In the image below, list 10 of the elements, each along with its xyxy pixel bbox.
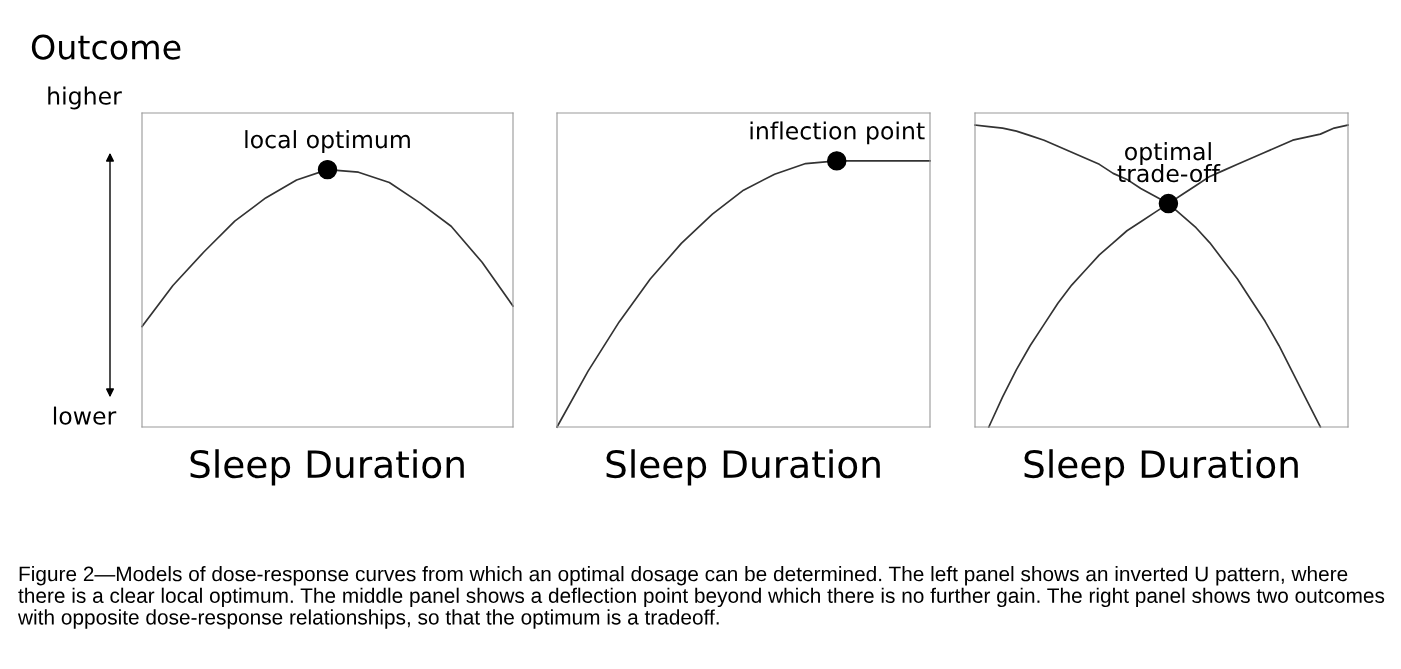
x-axis-title: Sleep Duration — [190, 449, 464, 486]
annotation: inflection point — [750, 121, 925, 145]
x-axis-title: Sleep Duration — [1024, 449, 1298, 486]
text: lower — [53, 406, 117, 425]
chart-title: Outcome — [31, 34, 181, 60]
caption: Figure 2—Models of dose-response curves from which an optimal dosage can be determined. The left panel shows an inverted U pattern, where there is a clear local optimum. The middle panel shows a deflection point beyond which there is no further gain. The right panel shows two outcomes with opposite dose-response relationships, so that the optimum is a tradeoff. — [17, 566, 1385, 629]
annotation: optimal trade-off — [1117, 142, 1221, 183]
x-axis-title: Sleep Duration — [606, 449, 880, 486]
annotation: local optimum — [245, 130, 410, 153]
text: higher — [48, 86, 122, 110]
